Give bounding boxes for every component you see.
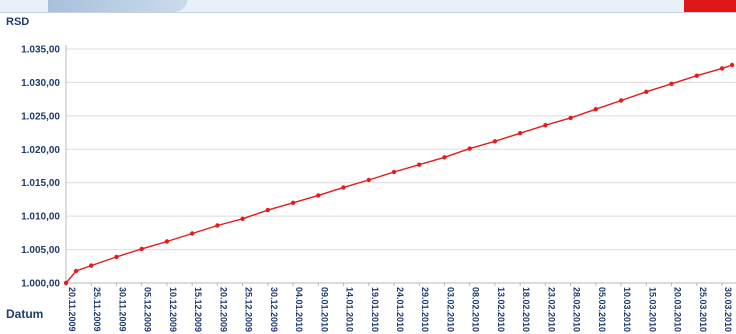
header-red-block — [684, 0, 736, 12]
x-tick-label: 15.03.2010 — [647, 287, 657, 332]
data-point — [593, 107, 598, 112]
data-point — [63, 280, 69, 286]
data-point — [89, 263, 94, 268]
x-tick-label: 23.02.2010 — [546, 287, 556, 332]
data-point — [543, 123, 548, 128]
x-tick-label: 24.01.2010 — [395, 287, 405, 332]
data-point — [518, 131, 523, 136]
x-tick-label: 20.12.2009 — [218, 287, 228, 332]
x-tick-label: 08.02.2010 — [471, 287, 481, 332]
data-point — [265, 207, 270, 213]
y-tick-label: 1.000,00 — [21, 279, 60, 290]
x-tick-label: 20.03.2010 — [673, 287, 683, 332]
data-point — [290, 200, 296, 205]
x-tick-label: 30.12.2009 — [269, 287, 279, 332]
x-tick-label: 09.01.2010 — [319, 287, 329, 332]
x-tick-label: 05.03.2010 — [597, 287, 607, 332]
x-axis-title: Datum — [6, 307, 43, 321]
y-tick-label: 1.020,00 — [21, 145, 60, 156]
x-tick-label: 15.12.2009 — [193, 287, 203, 332]
header-logo-graphic — [48, 0, 188, 12]
data-point — [316, 193, 321, 198]
x-tick-label: 14.01.2010 — [345, 287, 355, 332]
data-point — [618, 98, 624, 103]
data-point — [391, 169, 397, 175]
y-axis-unit-label: RSD — [6, 16, 29, 28]
data-point — [215, 223, 220, 228]
data-point — [669, 81, 674, 87]
x-tick-label: 10.03.2010 — [622, 287, 632, 332]
chart-axes — [65, 45, 736, 286]
data-point — [719, 66, 725, 71]
y-tick-label: 1.015,00 — [21, 178, 60, 189]
data-point — [694, 73, 699, 78]
header-band — [0, 0, 736, 13]
data-point — [492, 139, 498, 144]
y-tick-label: 1.025,00 — [21, 111, 60, 122]
data-point — [164, 239, 170, 244]
x-tick-label: 25.12.2009 — [244, 287, 254, 332]
x-tick-label: 10.12.2009 — [168, 287, 178, 332]
data-point — [366, 177, 371, 183]
x-tick-label: 28.02.2010 — [572, 287, 582, 332]
data-point — [467, 146, 472, 151]
x-tick-label: 18.02.2010 — [521, 287, 531, 332]
y-tick-label: 1.005,00 — [21, 245, 60, 256]
x-tick-label: 20.11.2009 — [67, 287, 77, 332]
data-point — [729, 62, 735, 68]
x-tick-label: 13.02.2010 — [496, 287, 506, 332]
chart-grid — [66, 48, 736, 251]
series-line — [65, 64, 733, 284]
x-tick-label: 30.03.2010 — [723, 287, 733, 332]
x-tick-label: 29.01.2010 — [420, 287, 430, 332]
x-tick-label: 25.03.2010 — [698, 287, 708, 332]
x-axis-ticks: 20.11.2009 25.11.2009 30.11.2009 05.12.2009… — [67, 287, 733, 332]
data-point — [644, 89, 649, 95]
data-point — [442, 155, 447, 160]
data-point — [417, 162, 422, 167]
y-tick-label: 1.035,00 — [21, 45, 60, 56]
y-tick-label: 1.010,00 — [21, 212, 60, 223]
data-point — [568, 115, 573, 121]
x-tick-label: 05.12.2009 — [143, 287, 153, 332]
x-tick-label: 19.01.2010 — [370, 287, 380, 332]
data-point — [341, 185, 346, 190]
data-point — [73, 268, 79, 274]
series-layer — [63, 62, 735, 286]
y-axis-ticks: 1.000,00 1.005,00 1.010,00 1.015,00 1.020,00… — [21, 45, 60, 290]
data-point — [240, 216, 245, 221]
data-point — [139, 246, 144, 252]
x-tick-label: 30.11.2009 — [117, 287, 127, 332]
x-tick-label: 04.01.2010 — [294, 287, 304, 332]
y-tick-label: 1.030,00 — [21, 78, 60, 89]
data-point — [190, 231, 195, 236]
x-tick-label: 03.02.2010 — [445, 287, 455, 332]
x-tick-label: 25.11.2009 — [92, 287, 102, 332]
data-point — [114, 254, 119, 260]
